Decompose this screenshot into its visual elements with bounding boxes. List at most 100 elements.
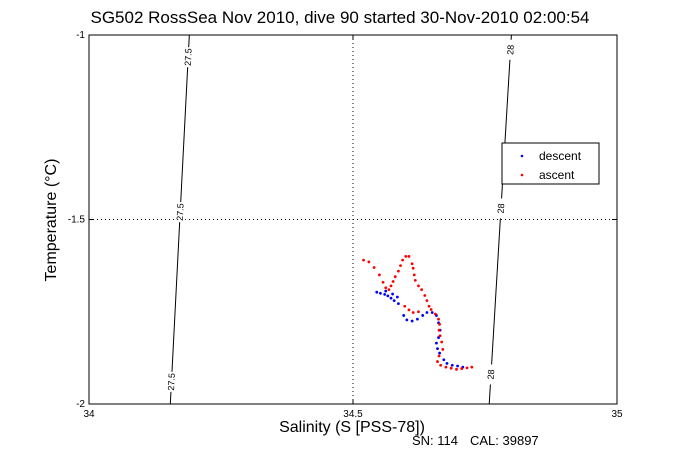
data-point-ascent xyxy=(437,354,441,358)
contour-line xyxy=(488,34,512,405)
contour-label: 28 xyxy=(496,203,507,214)
contour-label: 27.5 xyxy=(166,373,177,391)
data-point-descent xyxy=(375,290,379,294)
data-point-ascent xyxy=(412,273,416,277)
data-point-descent xyxy=(450,363,454,367)
data-point-descent xyxy=(389,296,393,300)
data-point-ascent xyxy=(438,334,442,338)
data-point-ascent xyxy=(423,294,427,297)
data-point-descent xyxy=(437,336,440,339)
data-point-ascent xyxy=(437,317,440,321)
legend-marker-descent xyxy=(520,154,524,158)
data-point-ascent xyxy=(407,308,411,312)
data-point-descent xyxy=(410,319,414,323)
data-point-descent xyxy=(425,311,429,314)
data-point-descent xyxy=(384,289,388,293)
data-point-ascent xyxy=(411,311,415,314)
data-point-ascent xyxy=(399,264,402,268)
data-point-ascent xyxy=(413,278,417,282)
data-point-descent xyxy=(442,358,446,362)
data-point-ascent xyxy=(407,255,411,258)
axis-ticks: 34 34.5 35 -1 -1.5 -2 xyxy=(68,30,623,420)
data-point-ascent xyxy=(387,288,391,292)
data-point-ascent xyxy=(441,347,445,351)
data-point-descent xyxy=(402,314,406,317)
chart-title: SG502 RossSea Nov 2010, dive 90 started … xyxy=(91,8,590,27)
data-point-ascent xyxy=(411,266,415,270)
data-point-ascent xyxy=(437,328,441,332)
data-point-ascent xyxy=(362,258,365,262)
data-point-ascent xyxy=(429,308,433,311)
data-point-ascent xyxy=(460,367,464,370)
data-point-ascent xyxy=(465,366,469,370)
data-point-ascent xyxy=(420,288,424,292)
x-axis-label: Salinity (S [PSS-78]) xyxy=(279,419,425,436)
density-contours: 27.5 27.5 27.5 28 28 28 xyxy=(166,34,516,405)
contour-label-gap xyxy=(175,202,186,223)
data-point-ascent xyxy=(378,273,381,277)
x-tick-label: 35 xyxy=(611,409,623,420)
data-point-ascent xyxy=(389,284,393,288)
data-point-ascent xyxy=(433,312,437,316)
data-point-ascent xyxy=(372,266,376,269)
data-point-ascent xyxy=(404,255,408,258)
data-point-descent xyxy=(421,314,425,317)
data-point-descent xyxy=(405,318,409,322)
data-point-ascent xyxy=(425,299,429,303)
data-point-ascent xyxy=(397,269,400,273)
contour-label-gap xyxy=(495,198,506,219)
data-point-ascent xyxy=(444,365,448,369)
x-tick-label: 34.5 xyxy=(343,409,363,420)
contour-label-gap xyxy=(183,47,194,68)
data-point-ascent xyxy=(427,304,431,308)
contour-label-gap xyxy=(166,371,177,392)
calibration-id: CAL: 39897 xyxy=(470,433,539,448)
data-point-ascent xyxy=(391,280,395,283)
data-point-descent xyxy=(395,295,399,299)
data-point-descent xyxy=(386,294,390,298)
data-point-ascent xyxy=(455,367,458,371)
data-point-descent xyxy=(445,362,449,365)
data-point-ascent xyxy=(393,275,397,279)
contour-label-gap xyxy=(485,364,496,385)
legend-box xyxy=(501,142,600,185)
data-point-ascent xyxy=(367,260,371,264)
data-point-descent xyxy=(392,299,396,303)
data-point-ascent xyxy=(417,310,420,314)
contour-label: 27.5 xyxy=(175,203,186,221)
y-tick-label: -1.5 xyxy=(68,215,86,226)
data-point-descent xyxy=(436,347,439,351)
contour-label: 27.5 xyxy=(183,48,194,66)
contour-label-gap xyxy=(505,39,516,60)
contour-label: 28 xyxy=(486,369,497,380)
data-point-descent xyxy=(430,311,434,314)
x-tick-label: 34 xyxy=(83,409,95,420)
contour-label: 28 xyxy=(505,44,516,55)
data-point-descent xyxy=(435,341,438,345)
data-point-descent xyxy=(456,364,459,368)
y-axis-label: Temperature (°C) xyxy=(43,159,60,282)
data-point-ascent xyxy=(440,340,444,344)
data-point-ascent xyxy=(436,360,439,363)
data-point-ascent xyxy=(403,304,407,308)
data-series xyxy=(362,255,474,371)
legend-label-ascent: ascent xyxy=(539,168,575,182)
data-point-descent xyxy=(416,317,419,321)
data-point-descent xyxy=(397,302,400,306)
data-point-ascent xyxy=(439,363,443,367)
data-point-ascent xyxy=(470,365,474,369)
legend-marker-ascent xyxy=(520,173,524,177)
legend-label-descent: descent xyxy=(539,149,582,163)
data-point-ascent xyxy=(449,366,453,370)
y-tick-label: -2 xyxy=(76,399,85,410)
data-point-ascent xyxy=(381,280,385,284)
data-point-ascent xyxy=(384,286,388,290)
data-point-descent xyxy=(379,291,382,295)
data-point-descent xyxy=(438,351,441,355)
y-tick-label: -1 xyxy=(76,30,85,41)
data-point-ascent xyxy=(410,262,414,266)
data-point-ascent xyxy=(401,258,405,262)
legend: descent ascent xyxy=(501,142,600,185)
data-point-ascent xyxy=(438,322,441,326)
